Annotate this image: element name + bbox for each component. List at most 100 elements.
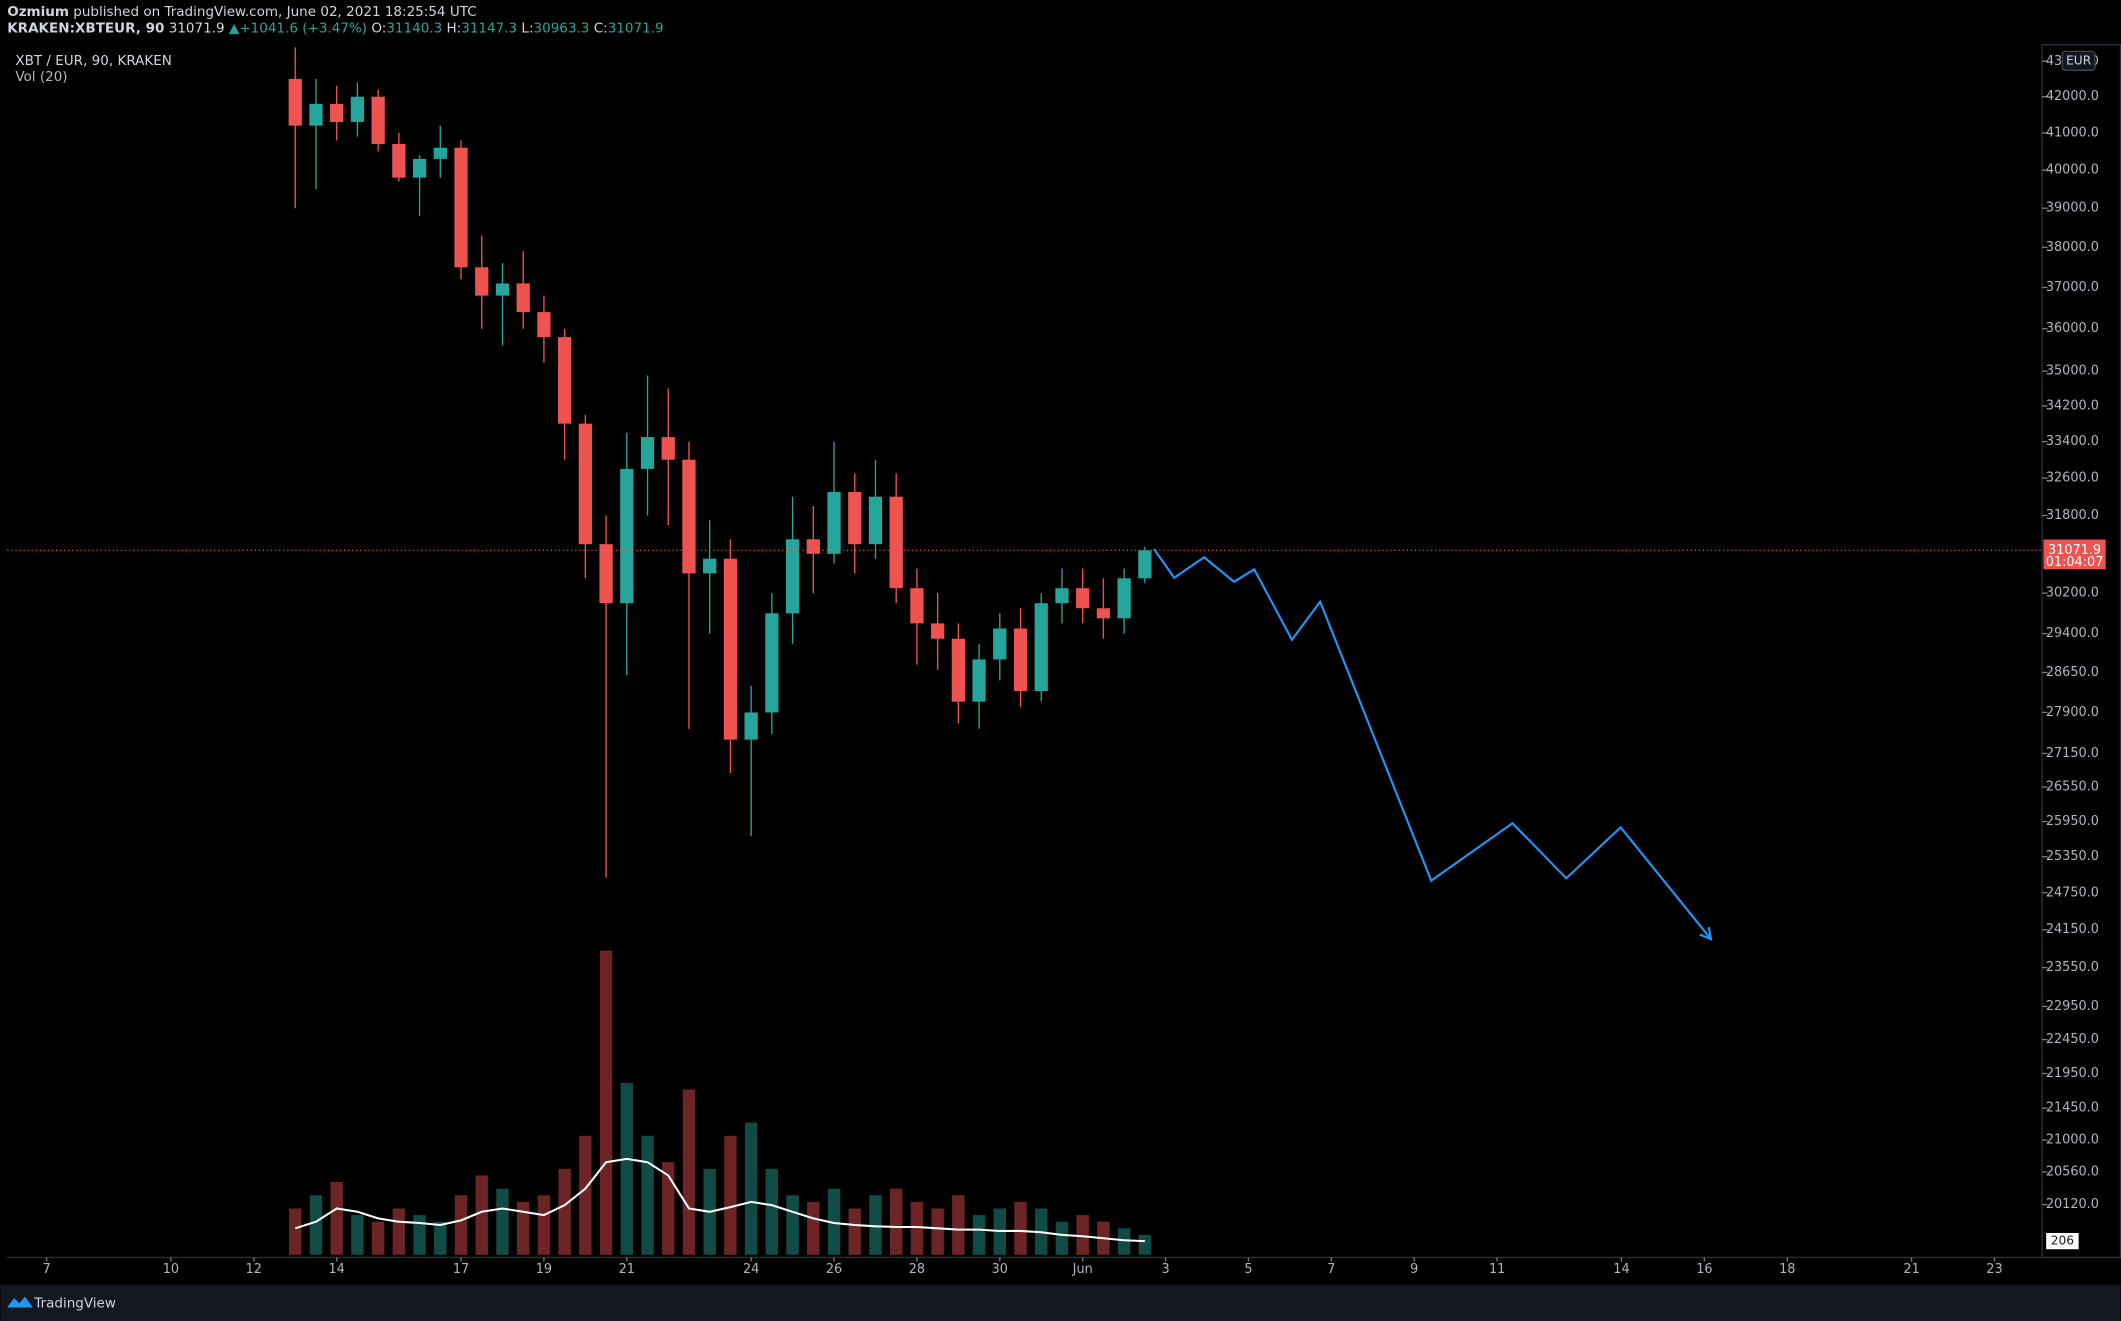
ohlc-key: L: — [521, 20, 533, 36]
candle-body — [993, 628, 1007, 660]
x-tick-label: 26 — [826, 1262, 842, 1277]
candle-body — [537, 312, 551, 338]
volume-bar — [931, 1208, 944, 1255]
ohlc-value: 31140.3 — [386, 20, 442, 36]
candle-body — [951, 638, 965, 702]
candle-body — [806, 539, 820, 554]
candle-body — [392, 144, 406, 178]
y-tick-label: 33400.0 — [2046, 434, 2099, 449]
x-tick-label: 28 — [909, 1262, 925, 1277]
volume-bar — [765, 1168, 779, 1255]
volume-bar — [889, 1188, 903, 1255]
last: 31071.9 — [169, 20, 225, 36]
candle-body — [1117, 578, 1131, 619]
candle-body — [640, 437, 655, 469]
y-tick-label: 35000.0 — [2046, 364, 2099, 379]
x-tick-label: 10 — [163, 1262, 179, 1277]
volume-bar — [682, 1089, 696, 1255]
volume-bar — [1138, 1234, 1152, 1255]
volume-bar — [641, 1135, 654, 1255]
projection-line — [1153, 548, 1712, 940]
volume-bar — [413, 1215, 426, 1255]
volume-bar — [516, 1201, 530, 1255]
candle-body — [371, 96, 385, 145]
y-tick-label: 36000.0 — [2046, 321, 2099, 336]
volume-bar — [972, 1215, 986, 1255]
x-tick-label: 14 — [1613, 1262, 1629, 1277]
x-tick-label: 12 — [246, 1262, 262, 1277]
volume-label-box — [2046, 1233, 2079, 1250]
y-tick-label: 30200.0 — [2046, 586, 2099, 601]
ohlc-value: 31147.3 — [461, 20, 517, 36]
y-tick-label: 37000.0 — [2046, 280, 2099, 295]
candle-body — [765, 613, 779, 713]
ticker-line: KRAKEN:XBTEUR, 90 31071.9 ▲+1041.6 (+3.4… — [7, 20, 663, 36]
x-tick-label: 11 — [1489, 1262, 1505, 1277]
volume-bar — [599, 950, 613, 1255]
volume-bar — [724, 1135, 737, 1255]
last-price-label: 31071.9 — [2048, 543, 2101, 558]
y-tick-label: 34200.0 — [2046, 398, 2099, 413]
volume-bar — [807, 1201, 820, 1255]
publisher: Ozmium — [7, 4, 69, 20]
candle-body — [703, 558, 717, 574]
volume-bar — [537, 1195, 551, 1255]
candle-body — [889, 496, 903, 589]
candle-body — [454, 147, 468, 268]
x-tick-label: 7 — [43, 1262, 51, 1277]
volume-bar — [1055, 1221, 1069, 1255]
volume-bar — [309, 1195, 323, 1255]
candle-body — [682, 459, 696, 574]
volume-bar — [475, 1175, 488, 1255]
x-tick-label: 3 — [1161, 1262, 1169, 1277]
x-tick-label: Jun — [1072, 1262, 1093, 1277]
y-tick-label: 21950.0 — [2046, 1066, 2099, 1081]
projection-arrowhead — [1699, 926, 1713, 941]
y-tick-label: 31800.0 — [2046, 508, 2099, 523]
candle-body — [744, 712, 758, 740]
candle-body — [1138, 550, 1152, 579]
y-tick-label: 40000.0 — [2046, 163, 2099, 178]
candle-body — [1096, 608, 1111, 619]
published: published on TradingView.com, June 02, 2… — [73, 4, 476, 20]
candle-body — [475, 267, 489, 296]
y-tick-label: 28650.0 — [2046, 665, 2099, 680]
x-tick-label: 18 — [1779, 1262, 1795, 1277]
y-tick-label: 21000.0 — [2046, 1133, 2099, 1148]
volume-bar — [434, 1221, 447, 1255]
x-tick-label: 5 — [1244, 1262, 1252, 1277]
y-tick-label: 25350.0 — [2046, 849, 2099, 864]
y-tick-label: 22450.0 — [2046, 1032, 2099, 1047]
y-tick-label: 20120.0 — [2046, 1197, 2099, 1212]
volume-bar — [289, 1208, 302, 1255]
y-tick-label: 41000.0 — [2046, 125, 2099, 140]
candle-body — [350, 96, 365, 122]
candle-body — [868, 496, 883, 545]
volume-bar — [392, 1208, 406, 1255]
publisher-line: Ozmium published on TradingView.com, Jun… — [7, 4, 476, 20]
volume-ma — [294, 1157, 1145, 1243]
candle-body — [785, 539, 800, 614]
change: +1041.6 (+3.47%) — [239, 20, 367, 36]
volume-bar — [1076, 1215, 1089, 1255]
countdown: 01:04:07 — [2046, 555, 2104, 570]
volume-bar — [371, 1221, 385, 1255]
x-tick-label: 14 — [329, 1262, 345, 1277]
candle-body — [723, 558, 738, 740]
y-tick-label: 32600.0 — [2046, 471, 2099, 486]
last-price-box — [2043, 539, 2106, 570]
volume-bar — [744, 1122, 758, 1255]
volume-label: 206 — [2051, 1234, 2074, 1248]
x-tick-label: 30 — [992, 1262, 1008, 1277]
currency: EUR — [2066, 53, 2092, 67]
x-tick-label: 9 — [1410, 1262, 1418, 1277]
volume-bar — [330, 1182, 343, 1255]
up-arrow: ▲ — [229, 20, 240, 36]
x-tick-label: 7 — [1327, 1262, 1335, 1277]
volume-bar — [620, 1082, 634, 1255]
chart-title: XBT / EUR, 90, KRAKEN — [15, 53, 172, 69]
candle-body — [516, 283, 530, 313]
y-tick-label: 22950.0 — [2046, 999, 2099, 1014]
